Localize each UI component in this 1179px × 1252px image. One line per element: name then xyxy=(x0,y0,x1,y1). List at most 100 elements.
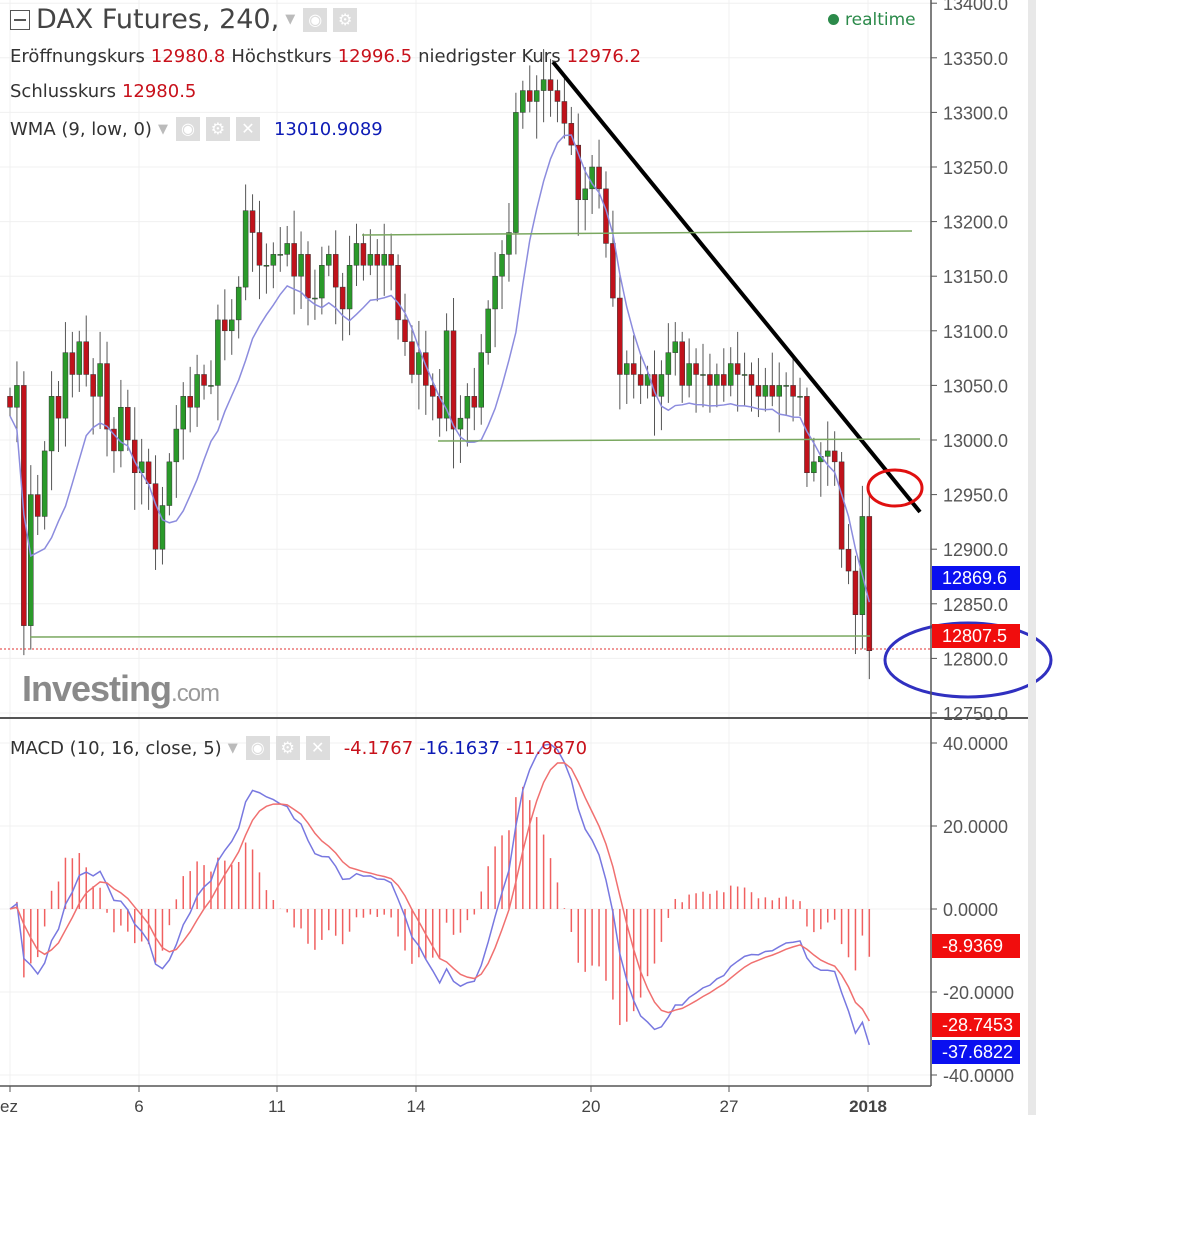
candle-body xyxy=(686,363,692,386)
date-tick-label: 14 xyxy=(407,1097,426,1116)
candle-body xyxy=(478,352,484,408)
chart-title-row: DAX Futures, 240, ▼ ◉ ⚙ xyxy=(10,4,358,35)
chart-title: DAX Futures, 240, xyxy=(36,4,280,35)
candle-body xyxy=(339,286,346,310)
candle-body xyxy=(90,374,96,397)
candle-body xyxy=(527,90,533,102)
candle-body xyxy=(69,352,76,375)
candle-body xyxy=(360,243,367,266)
candle-body xyxy=(755,385,762,397)
price-tick-label: 13350.0 xyxy=(943,49,1008,69)
close-icon[interactable]: ✕ xyxy=(305,736,330,760)
candle-body xyxy=(762,385,769,397)
candle-body xyxy=(277,254,284,256)
candle-body xyxy=(332,254,339,288)
candle-body xyxy=(797,396,803,398)
frame xyxy=(0,0,1036,1115)
macd-legend: MACD (10, 16, close, 5) ▼ ◉ ⚙ ✕ -4.1767 -1… xyxy=(10,736,587,760)
candle-body xyxy=(831,450,838,463)
candle-body xyxy=(201,374,207,386)
red-ellipse[interactable] xyxy=(866,468,924,508)
grid xyxy=(0,0,931,1086)
candle-body xyxy=(229,319,235,332)
candle-body xyxy=(499,254,505,277)
candle-body xyxy=(353,243,360,266)
date-tick-label: 20 xyxy=(582,1097,601,1116)
chevron-down-icon[interactable]: ▼ xyxy=(285,12,296,27)
candle-body xyxy=(624,363,630,375)
date-tick-label: 2018 xyxy=(849,1097,887,1116)
candle-body xyxy=(125,406,131,441)
macd-tick-label: 40.0000 xyxy=(943,734,1008,754)
gear-icon[interactable]: ⚙ xyxy=(333,7,358,32)
candle-body xyxy=(617,297,623,375)
candle-body xyxy=(346,265,353,310)
candle-body xyxy=(194,374,200,408)
candle-body xyxy=(416,352,422,375)
price-tick-label: 13400.0 xyxy=(943,0,1008,14)
candle-body xyxy=(464,396,471,419)
wma-price-badge: 12869.6 xyxy=(932,566,1020,590)
blue-ellipse[interactable] xyxy=(883,621,1053,699)
gear-icon[interactable]: ⚙ xyxy=(205,117,230,141)
candle-body xyxy=(520,90,526,113)
support-line-middle[interactable] xyxy=(437,438,921,442)
close-row: Schlusskurs 12980.5 xyxy=(10,81,196,102)
visibility-icon[interactable]: ◉ xyxy=(245,736,270,760)
candle-body xyxy=(852,570,859,615)
support-line-upper[interactable] xyxy=(361,230,913,236)
date-tick-label: 6 xyxy=(134,1097,143,1116)
price-tick-label: 12750.0 xyxy=(943,704,1008,724)
visibility-icon[interactable]: ◉ xyxy=(303,7,328,32)
investing-logo: Investing.com xyxy=(22,668,220,709)
candle-body xyxy=(55,396,62,419)
candle-body xyxy=(242,210,249,288)
candle-body xyxy=(596,166,602,190)
candle-body xyxy=(263,265,270,267)
candle-body xyxy=(235,286,242,321)
candle-body xyxy=(790,385,796,397)
candle-body xyxy=(41,450,48,517)
candle-body xyxy=(222,319,228,332)
candle-body xyxy=(734,363,741,375)
candles xyxy=(7,49,873,680)
gear-icon[interactable]: ⚙ xyxy=(275,736,300,760)
collapse-icon[interactable] xyxy=(10,9,30,30)
support-line-lower[interactable] xyxy=(29,635,871,638)
candle-body xyxy=(554,90,561,102)
candle-body xyxy=(104,363,110,430)
candle-body xyxy=(97,363,103,397)
candle-body xyxy=(637,374,644,386)
candle-body xyxy=(270,254,277,266)
close-label: Schlusskurs xyxy=(10,81,116,102)
candle-body xyxy=(658,374,665,397)
candle-body xyxy=(672,341,679,353)
high-label: Höchstkurs xyxy=(231,46,332,67)
chevron-down-icon[interactable]: ▼ xyxy=(157,121,168,137)
candle-body xyxy=(395,265,401,321)
candle-body xyxy=(374,254,381,266)
candle-body xyxy=(506,232,512,255)
price-tick-label: 12950.0 xyxy=(943,486,1008,506)
realtime-label: realtime xyxy=(845,10,916,30)
price-tick-label: 12850.0 xyxy=(943,595,1008,615)
wma-label: WMA (9, low, 0) xyxy=(10,118,152,140)
candle-body xyxy=(159,505,166,550)
price-tick-label: 12900.0 xyxy=(943,540,1008,560)
chevron-down-icon[interactable]: ▼ xyxy=(227,740,238,756)
candle-body xyxy=(721,374,727,386)
high-value: 12996.5 xyxy=(337,46,413,67)
candle-body xyxy=(423,352,429,386)
candle-body xyxy=(381,254,387,266)
candle-body xyxy=(402,319,408,342)
ohlc-row: Eröffnungskurs 12980.8 Höchstkurs 12996.5 … xyxy=(10,46,641,67)
date-tick-label: 27 xyxy=(720,1097,739,1116)
candle-body xyxy=(166,461,173,506)
visibility-icon[interactable]: ◉ xyxy=(175,117,200,141)
trend-line[interactable] xyxy=(551,60,922,514)
candle-body xyxy=(62,352,69,419)
candle-body xyxy=(741,374,748,376)
close-icon[interactable]: ✕ xyxy=(235,117,260,141)
price-tick-label: 13200.0 xyxy=(943,213,1008,233)
